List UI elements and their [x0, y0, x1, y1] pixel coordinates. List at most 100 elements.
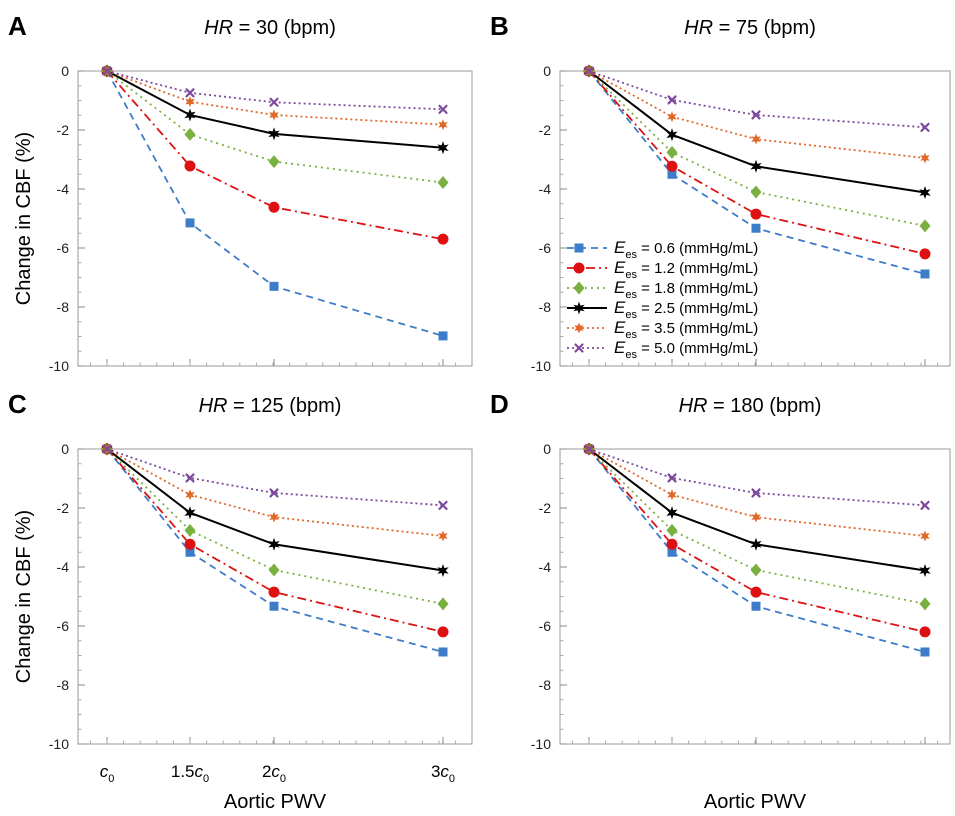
legend-marker	[574, 243, 584, 253]
series-line	[588, 448, 926, 537]
data-point	[666, 538, 678, 550]
data-point	[269, 511, 279, 523]
data-point	[751, 223, 761, 233]
legend-marker	[573, 262, 585, 274]
series-line	[106, 448, 444, 572]
data-point	[437, 597, 449, 611]
data-point	[269, 601, 279, 611]
series-line	[106, 70, 444, 241]
series-4	[101, 64, 449, 155]
series-line	[588, 70, 926, 255]
y-tick-label: -2	[57, 122, 70, 138]
data-point	[920, 122, 930, 132]
y-tick-label: -10	[49, 736, 69, 752]
legend-label: Ees = 1.8 (mmHg/mL)	[614, 278, 758, 301]
y-tick-label: -8	[57, 299, 70, 315]
series-3	[583, 442, 931, 611]
data-point	[438, 331, 448, 341]
data-point	[920, 152, 930, 164]
x-axis-title: Aortic PWV	[704, 791, 807, 813]
data-point	[102, 66, 112, 76]
data-point	[751, 133, 761, 145]
data-point	[667, 111, 677, 123]
series-3	[101, 64, 449, 190]
series-line	[106, 70, 444, 184]
data-point	[269, 97, 279, 107]
data-point	[666, 128, 678, 142]
legend-entry: Ees = 1.8 (mmHg/mL)	[567, 278, 758, 301]
panel-title: HR = 125 (bpm)	[199, 395, 342, 417]
data-point	[584, 444, 594, 454]
title-text: = 180 (bpm)	[707, 395, 821, 417]
series-line	[588, 70, 926, 129]
panel-b: 0 -2 -4 -6 -8 -10 HR = 75 (bpm) B Ees = 0.6 (mmH…	[490, 11, 951, 374]
data-point	[920, 269, 930, 279]
data-point	[185, 88, 195, 98]
data-point	[438, 647, 448, 657]
y-tick-label: -6	[57, 240, 70, 256]
y-tick-label: -4	[57, 559, 70, 575]
series-line	[588, 70, 926, 159]
series-5	[102, 65, 448, 131]
legend-entry: Ees = 0.6 (mmHg/mL)	[567, 238, 758, 261]
data-point	[584, 66, 594, 76]
panel-title: HR = 180 (bpm)	[679, 395, 822, 417]
legend-label: Ees = 1.2 (mmHg/mL)	[614, 258, 758, 281]
data-point	[666, 160, 678, 172]
y-tick-label: -6	[539, 618, 552, 634]
data-point	[666, 523, 678, 537]
legend-marker	[574, 343, 584, 353]
data-point	[184, 538, 196, 550]
y-tick-label: 0	[61, 63, 69, 79]
data-point	[666, 506, 678, 520]
y-tick-label: -4	[57, 181, 70, 197]
series-6	[584, 66, 930, 132]
series-6	[102, 444, 448, 510]
y-tick-label: -2	[57, 500, 70, 516]
data-point	[102, 444, 112, 454]
y-axis-title: Change in CBF (%)	[13, 132, 35, 305]
series-line	[588, 70, 926, 194]
series-3	[583, 64, 931, 233]
data-point	[920, 530, 930, 542]
y-tick-label: -4	[539, 559, 552, 575]
x-tick-label: 2c0	[262, 762, 286, 785]
legend-label: Ees = 0.6 (mmHg/mL)	[614, 238, 758, 261]
data-point	[438, 104, 448, 114]
title-text: = 30 (bpm)	[233, 17, 336, 39]
data-point	[184, 160, 196, 172]
data-point	[269, 488, 279, 498]
panel-letter: C	[8, 389, 27, 419]
data-point	[750, 563, 762, 577]
series-line	[106, 70, 444, 337]
y-tick-label: -2	[539, 500, 552, 516]
title-variable: HR	[204, 17, 233, 39]
legend-label: Ees = 2.5 (mmHg/mL)	[614, 298, 758, 321]
data-point	[268, 586, 280, 598]
series-4	[583, 64, 931, 200]
data-point	[666, 145, 678, 159]
y-tick-label: -10	[531, 358, 551, 374]
y-axis-title: Change in CBF (%)	[13, 510, 35, 683]
data-point	[438, 119, 448, 131]
data-point	[268, 563, 280, 577]
data-point	[268, 537, 280, 551]
legend: Ees = 0.6 (mmHg/mL)Ees = 1.2 (mmHg/mL)Ee…	[567, 238, 758, 361]
panel-title: HR = 30 (bpm)	[204, 17, 336, 39]
data-point	[750, 185, 762, 199]
data-point	[185, 218, 195, 228]
panel-d: 0 -2 -4 -6 -8 -10 HR = 180 (bpm) D Aortic PWV	[490, 389, 951, 813]
data-point	[919, 219, 931, 233]
data-point	[269, 109, 279, 121]
legend-entry: Ees = 2.5 (mmHg/mL)	[567, 298, 758, 321]
data-point	[438, 500, 448, 510]
data-point	[919, 186, 931, 200]
data-point	[184, 108, 196, 122]
data-point	[919, 626, 931, 638]
data-point	[184, 127, 196, 141]
data-point	[919, 248, 931, 260]
series-line	[588, 448, 926, 507]
legend-label: Ees = 5.0 (mmHg/mL)	[614, 338, 758, 361]
data-point	[268, 201, 280, 213]
